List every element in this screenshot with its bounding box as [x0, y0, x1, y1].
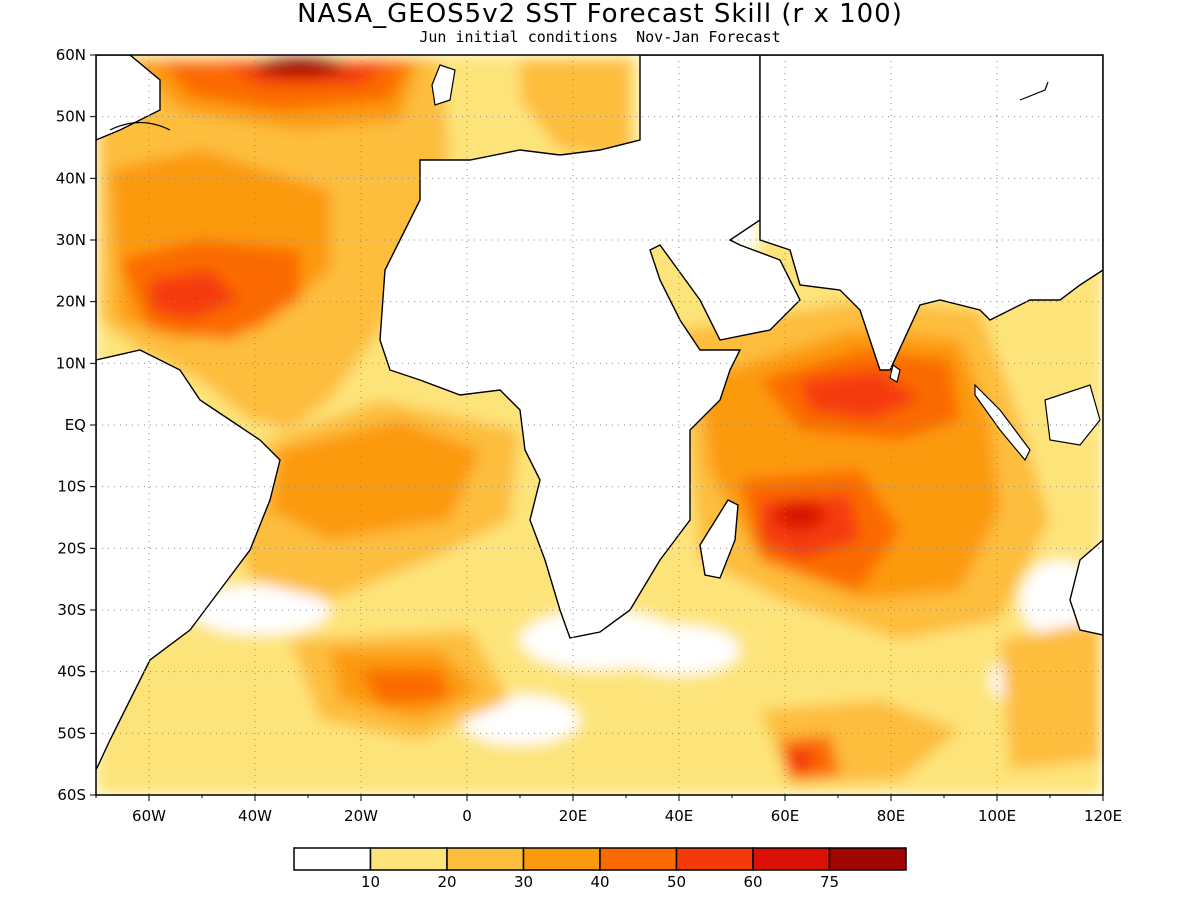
color-bar-swatch	[675, 847, 754, 871]
lat-tick-label: 60N	[56, 46, 86, 64]
lat-tick-label: 50N	[56, 108, 86, 126]
australia-land	[1069, 539, 1103, 636]
color-bar-label: 75	[820, 873, 839, 891]
map-title: NASA_GEOS5v2 SST Forecast Skill (r x 100…	[297, 0, 903, 29]
japan-land	[1019, 81, 1049, 101]
color-bar-label: 50	[667, 873, 686, 891]
lat-tick-label: 10S	[57, 478, 86, 496]
lat-tick-label: EQ	[65, 416, 86, 434]
lon-tick-label: 20E	[559, 807, 588, 825]
south-america-land	[96, 349, 281, 771]
lon-tick-label: 60E	[771, 807, 800, 825]
latitude-labels: 60N 50N 40N 30N 20N 10N EQ 10S 20S 30S 40S 50S 60S	[56, 46, 86, 804]
color-bar-swatch	[369, 847, 448, 871]
uk-land	[431, 64, 456, 106]
lat-tick-label: 20S	[57, 539, 86, 557]
color-bar-swatch	[828, 847, 907, 871]
lat-tick-label: 30S	[57, 601, 86, 619]
lon-tick-label: 60W	[132, 807, 166, 825]
color-bar	[293, 847, 907, 871]
lat-tick-label: 10N	[56, 354, 86, 372]
lat-tick-label: 40N	[56, 169, 86, 187]
color-bar-label: 60	[743, 873, 762, 891]
color-bar-swatch	[752, 847, 831, 871]
madagascar-land	[699, 499, 739, 579]
lat-tick-label: 60S	[57, 786, 86, 804]
land	[96, 55, 1103, 771]
lat-tick-label: 50S	[57, 724, 86, 742]
lon-tick-label: 0	[462, 807, 472, 825]
africa-eurasia-land	[379, 55, 801, 639]
lat-tick-label: 40S	[57, 663, 86, 681]
color-bar-label: 30	[514, 873, 533, 891]
greenland-land	[109, 121, 171, 131]
map-subtitle: Jun initial conditions Nov-Jan Forecast	[419, 28, 781, 46]
lon-tick-label: 40W	[238, 807, 272, 825]
color-bar-swatch	[522, 847, 601, 871]
sumatra-land	[974, 383, 1031, 462]
color-bar-swatch	[446, 847, 525, 871]
north-america-land	[96, 55, 161, 141]
lon-tick-label: 80E	[877, 807, 906, 825]
color-bar-label: 40	[590, 873, 609, 891]
lon-tick-label: 20W	[344, 807, 378, 825]
color-bar-label: 10	[361, 873, 380, 891]
lon-tick-label: 40E	[665, 807, 694, 825]
color-bar-label: 20	[437, 873, 456, 891]
asia-east-land	[759, 55, 1103, 371]
color-bar-swatch	[599, 847, 678, 871]
axis-ticks	[90, 54, 1104, 801]
color-bar-swatch	[293, 847, 372, 871]
lat-tick-label: 30N	[56, 231, 86, 249]
lon-tick-label: 100E	[978, 807, 1016, 825]
color-bar-labels: 10 20 30 40 50 60 75	[361, 873, 839, 891]
lat-tick-label: 20N	[56, 293, 86, 311]
borneo-land	[1044, 384, 1101, 446]
lon-tick-label: 120E	[1084, 807, 1122, 825]
longitude-labels: 60W 40W 20W 0 20E 40E 60E 80E 100E 120E	[132, 807, 1122, 825]
